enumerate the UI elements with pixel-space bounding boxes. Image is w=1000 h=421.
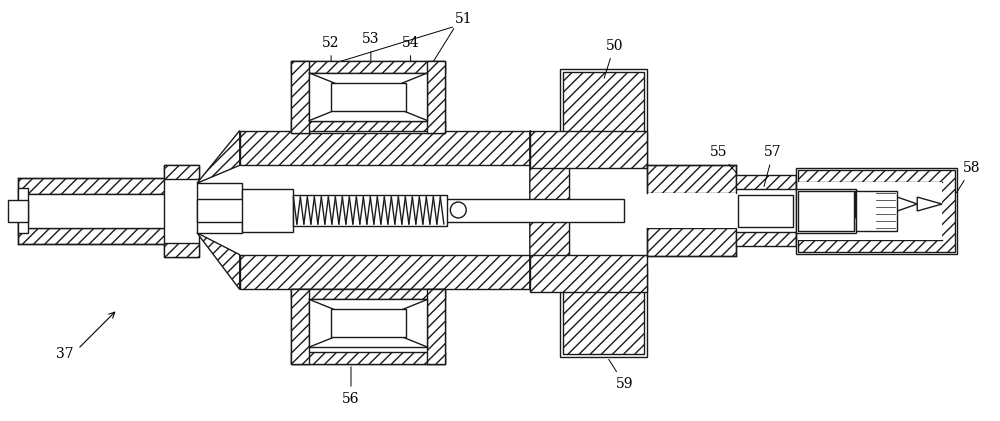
Bar — [242, 189, 293, 232]
Bar — [563, 72, 644, 163]
Text: 55: 55 — [710, 145, 737, 173]
Bar — [18, 194, 197, 228]
Bar — [18, 228, 197, 244]
Bar — [736, 175, 796, 189]
Polygon shape — [240, 255, 530, 290]
Bar — [291, 120, 445, 131]
Circle shape — [450, 202, 466, 218]
Bar — [291, 61, 445, 73]
Bar — [197, 183, 242, 233]
Bar — [560, 268, 647, 357]
Bar — [647, 193, 736, 228]
Bar — [738, 195, 793, 227]
Text: 59: 59 — [609, 360, 633, 391]
Bar — [796, 189, 856, 233]
Bar — [18, 178, 197, 194]
Bar — [796, 168, 957, 254]
Text: 51: 51 — [454, 12, 472, 26]
Bar — [530, 131, 647, 168]
Bar — [309, 299, 427, 347]
Text: 50: 50 — [604, 39, 623, 78]
Bar — [293, 195, 447, 226]
Polygon shape — [530, 131, 570, 290]
Bar — [8, 200, 28, 222]
Bar — [331, 309, 406, 337]
Text: 58: 58 — [956, 161, 981, 193]
Text: 57: 57 — [764, 145, 782, 187]
Bar — [560, 69, 647, 166]
Bar — [164, 243, 199, 257]
Text: 56: 56 — [342, 367, 360, 406]
Text: 52: 52 — [322, 36, 340, 70]
Polygon shape — [197, 131, 240, 183]
Polygon shape — [856, 191, 917, 218]
Bar — [291, 290, 309, 364]
Bar — [736, 232, 796, 246]
Polygon shape — [197, 233, 240, 290]
Bar — [18, 188, 28, 233]
Bar — [291, 290, 445, 364]
Bar — [164, 165, 199, 179]
Bar — [291, 61, 445, 133]
Bar — [798, 191, 854, 231]
Bar — [798, 170, 955, 252]
Text: 37: 37 — [56, 347, 74, 361]
Bar — [530, 255, 647, 293]
Bar — [309, 73, 427, 120]
Bar — [427, 290, 445, 364]
Bar — [798, 182, 942, 240]
Bar — [331, 83, 406, 111]
Bar — [197, 199, 624, 222]
Bar — [164, 165, 199, 257]
Bar — [563, 271, 644, 354]
Bar — [291, 290, 445, 299]
Bar — [647, 165, 736, 193]
Text: 53: 53 — [362, 32, 380, 70]
Bar — [291, 61, 309, 133]
Polygon shape — [917, 197, 942, 211]
Bar — [647, 228, 736, 256]
Bar — [427, 61, 445, 133]
Polygon shape — [240, 131, 530, 165]
Bar — [856, 191, 897, 231]
Text: 54: 54 — [402, 36, 419, 70]
Bar — [291, 352, 445, 364]
